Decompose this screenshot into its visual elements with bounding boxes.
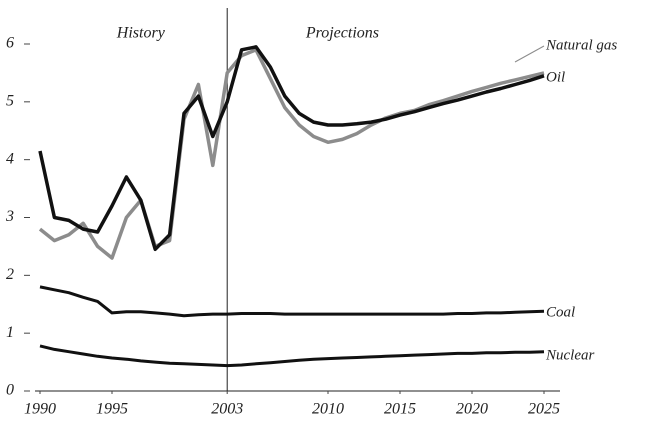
series-line [39, 285, 545, 318]
x-tick-label: 2010 [312, 401, 344, 418]
leader-line [514, 45, 545, 63]
y-tick-label: 4 [6, 150, 14, 167]
x-tick-label: 1995 [96, 401, 128, 418]
x-tick-label: 2003 [211, 401, 243, 418]
series-label: Nuclear [545, 347, 594, 363]
series-line [38, 45, 545, 252]
y-tick-label: 2 [6, 266, 14, 283]
series-label: Coal [546, 304, 575, 320]
series-label: Natural gas [545, 37, 617, 53]
y-tick-label: 3 [5, 208, 14, 225]
x-tick-label: 2025 [528, 401, 560, 418]
x-tick-label: 2020 [456, 401, 488, 418]
annotation: History [116, 25, 166, 42]
y-tick-label: 0 [6, 382, 14, 399]
series-label: Oil [546, 69, 565, 85]
y-tick-label: 5 [6, 93, 14, 110]
annotation: Projections [305, 25, 379, 42]
series-line [38, 48, 545, 260]
y-tick-label: 6 [6, 35, 14, 52]
x-tick-label: 1990 [24, 401, 56, 418]
series-line [39, 344, 545, 368]
y-tick-label: 1 [6, 324, 14, 341]
x-tick-label: 2015 [384, 401, 416, 418]
